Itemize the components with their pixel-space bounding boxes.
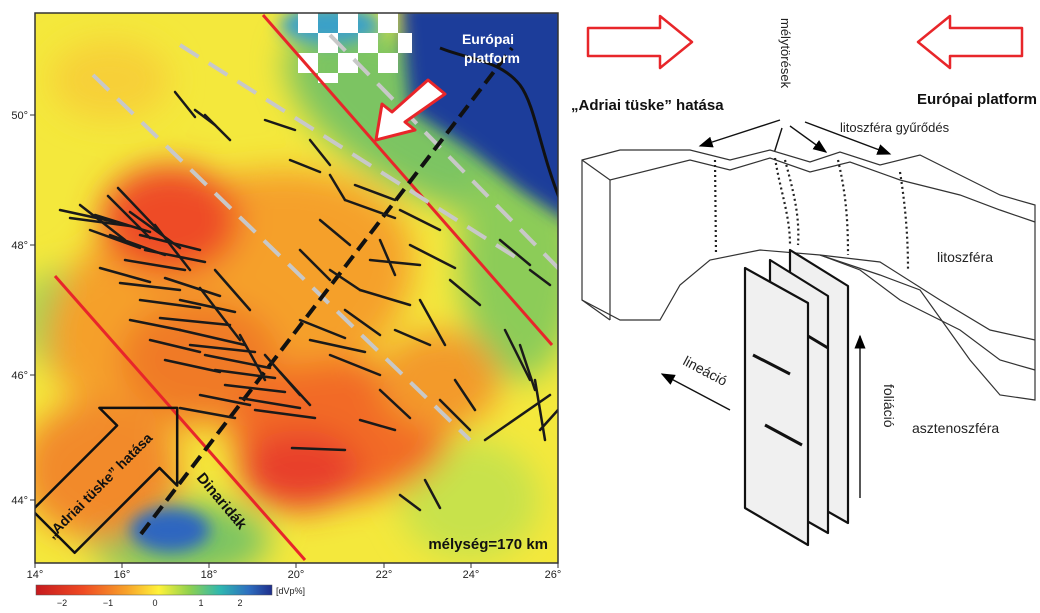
block-diagram: „Adriai tüske” hatása Európai platform m…: [571, 14, 1037, 547]
lithosphere-folding-label: litoszféra gyűrődés: [840, 120, 950, 135]
anisotropy-sticks: [58, 90, 558, 512]
european-push-arrow: [374, 78, 447, 142]
depth-label: mélység=170 km: [428, 536, 548, 553]
x-axis-ticks: 14° 16° 18° 20° 22° 24° 26°: [27, 569, 562, 581]
x-tick: 20°: [288, 569, 305, 581]
x-tick: 14°: [27, 569, 44, 581]
y-tick: 48°: [11, 240, 28, 252]
tomography-map: „Adriai tüske” hatása Európai platform D…: [11, 12, 562, 608]
push-arrow-left: [586, 14, 694, 70]
x-tick: 16°: [114, 569, 131, 581]
fault-line-ne: [261, 14, 554, 346]
dashed-gray-lines: [91, 33, 558, 442]
profile-line: [139, 46, 514, 536]
diagram-title-left: „Adriai tüske” hatása: [571, 97, 724, 114]
colorbar-tick: −2: [57, 598, 67, 608]
deep-fractures-label: mélytörések: [778, 18, 793, 89]
colorbar-tick: 1: [198, 598, 203, 608]
lithosphere-label: litoszféra: [937, 249, 993, 265]
x-tick: 26°: [545, 569, 562, 581]
colorbar-tick: 2: [237, 598, 242, 608]
y-tick: 46°: [11, 370, 28, 382]
x-tick: 22°: [376, 569, 393, 581]
platform-boundary-line: [439, 46, 558, 199]
y-tick: 50°: [11, 110, 28, 122]
y-tick: 44°: [11, 495, 28, 507]
foliation-label: foliáció: [881, 384, 897, 428]
diagram-title-right: Európai platform: [917, 91, 1037, 108]
lineation-label: lineáció: [681, 353, 731, 390]
colorbar-tick: −1: [103, 598, 113, 608]
lithosphere-block: [581, 149, 1036, 401]
asthenosphere-label: asztenoszféra: [912, 420, 999, 436]
european-platform-label-line1: Európai: [462, 31, 514, 47]
checker-patch: [298, 13, 412, 83]
y-axis-ticks: 50° 48° 46° 44°: [11, 110, 28, 507]
foliation-planes: [743, 248, 850, 547]
x-tick: 18°: [201, 569, 218, 581]
colorbar: [dVp%] −2 −1 0 1 2: [35, 584, 305, 608]
push-arrow-right: [916, 14, 1024, 70]
x-tick: 24°: [463, 569, 480, 581]
european-platform-label-line2: platform: [464, 50, 520, 66]
colorbar-unit: [dVp%]: [276, 586, 305, 596]
fault-line-sw: [53, 275, 307, 561]
colorbar-tick: 0: [152, 598, 157, 608]
